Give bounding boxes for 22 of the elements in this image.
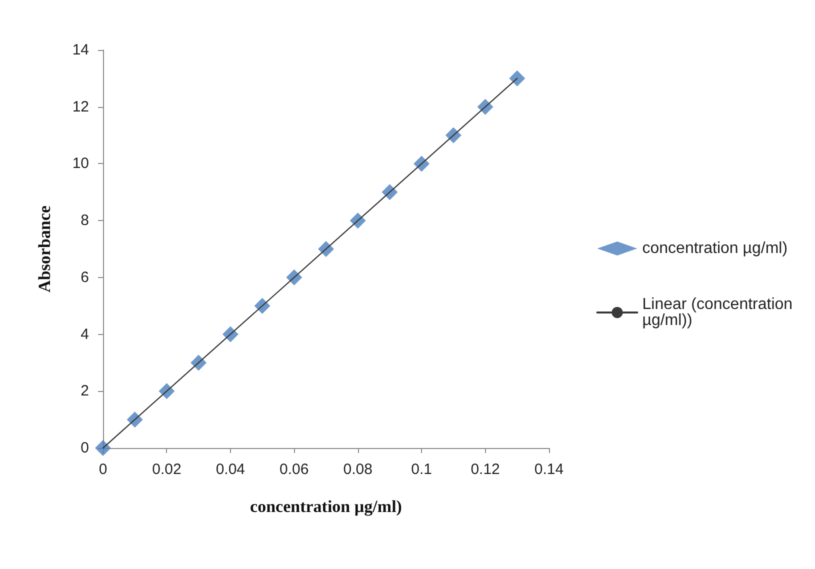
y-tick-label: 14 [72, 42, 89, 58]
x-tick-label: 0.06 [280, 461, 309, 478]
legend-label: Linear (concentration µg/ml)) [642, 296, 798, 329]
y-tick-label: 0 [80, 440, 89, 456]
point [95, 440, 111, 456]
x-tick-label: 0.12 [470, 461, 500, 478]
y-axis-title: Absorbance [35, 205, 54, 292]
y-tick-label: 12 [72, 98, 89, 116]
x-axis-title: concentration µg/ml) [250, 497, 402, 516]
y-tick-label: 10 [72, 155, 89, 172]
y-tick-label: 4 [80, 326, 89, 343]
x-tick-label: 0.14 [534, 461, 564, 478]
y-tick-label: 6 [80, 268, 89, 286]
y-tick-label: 2 [80, 382, 89, 400]
x-tick-label: 0 [98, 461, 108, 478]
x-tick-label: 0.08 [343, 461, 372, 478]
legend-label: concentration µg/ml) [642, 240, 788, 257]
x-tick-label: 0.02 [152, 461, 182, 478]
point [509, 70, 526, 86]
y-tick-label: 8 [80, 212, 89, 230]
x-tick-label: 0.1 [411, 461, 432, 478]
x-tick-label: 0.04 [216, 461, 246, 478]
